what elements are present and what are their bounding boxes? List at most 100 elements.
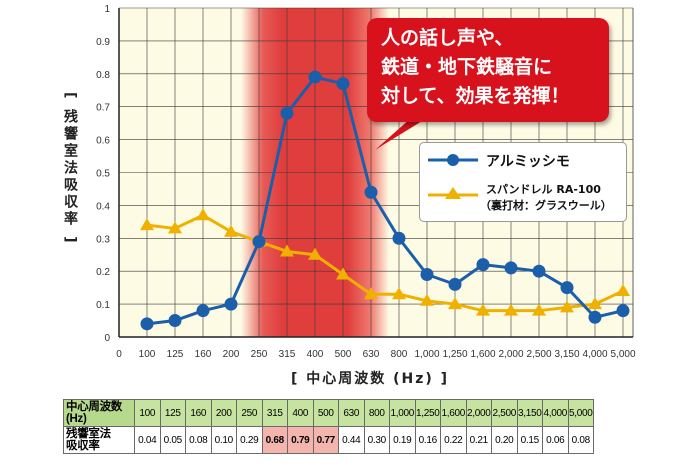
data-point-triangle	[588, 297, 602, 310]
data-point-triangle	[336, 267, 350, 280]
frequency-cell: 1,600	[440, 399, 467, 427]
data-point-circle	[308, 70, 322, 84]
data-point-circle	[224, 297, 238, 311]
data-point-triangle	[224, 224, 238, 237]
x-axis-label: [ 中心周波数 (Hz) ]	[290, 371, 450, 387]
x-tick-label: 2,000	[498, 349, 523, 360]
data-point-circle	[140, 317, 154, 331]
absorption-cell: 0.22	[440, 426, 467, 454]
legend-circle-marker	[447, 154, 459, 166]
data-point-circle	[168, 314, 182, 328]
data-point-triangle	[140, 218, 154, 231]
absorption-cell: 0.06	[542, 426, 569, 454]
frequency-cell: 2,500	[491, 399, 518, 427]
absorption-cell: 0.30	[363, 426, 390, 454]
absorption-cell: 0.68	[261, 426, 288, 454]
data-point-circle	[280, 106, 294, 120]
x-tick-label: 315	[279, 349, 296, 360]
x-tick-label: 800	[391, 349, 408, 360]
data-point-triangle	[196, 208, 210, 221]
absorption-cell: 0.79	[287, 426, 314, 454]
x-tick-label: 125	[167, 349, 184, 360]
data-point-circle	[336, 77, 350, 91]
x-tick-label: 1,000	[414, 349, 439, 360]
data-point-triangle	[616, 283, 630, 296]
y-tick-label: 1	[104, 4, 110, 15]
header-text: 残響室法	[66, 428, 111, 440]
y-tick-label: 0.1	[96, 300, 110, 311]
frequency-header: 中心周波数 (Hz)	[63, 399, 135, 427]
y-tick-label: 0.5	[96, 169, 110, 180]
absorption-cell: 0.05	[159, 426, 186, 454]
frequency-cell: 800	[363, 399, 390, 427]
data-point-circle	[532, 264, 546, 278]
series-line-2	[146, 213, 624, 313]
frequency-cell: 630	[338, 399, 365, 427]
frequency-cell: 4,000	[542, 399, 569, 427]
legend-label-series2: スパンドレル RA-100	[486, 183, 601, 196]
legend: アルミッシモ スパンドレル RA-100 （裏打材：グラスウール）	[419, 142, 627, 222]
data-point-circle	[392, 231, 406, 245]
frequency-cell: 160	[185, 399, 212, 427]
legend-markers	[428, 154, 478, 199]
frequency-cell: 200	[210, 399, 237, 427]
absorption-cell: 0.08	[567, 426, 594, 454]
data-point-circle	[504, 261, 518, 275]
data-point-triangle	[476, 303, 490, 316]
x-tick-label: 5,000	[610, 349, 635, 360]
x-tick-label: 160	[195, 349, 212, 360]
callout-line: 鉄道・地下鉄騒音に	[381, 56, 553, 78]
data-point-triangle	[308, 247, 322, 260]
absorption-cell: 0.44	[338, 426, 365, 454]
absorption-cell: 0.16	[414, 426, 441, 454]
header-text: (Hz)	[66, 413, 87, 425]
data-point-circle	[196, 304, 210, 318]
frequency-cell: 315	[261, 399, 288, 427]
data-point-triangle	[280, 244, 294, 257]
frequency-cell: 1,250	[414, 399, 441, 427]
absorption-cell: 0.08	[185, 426, 212, 454]
legend-label-series1: アルミッシモ	[486, 154, 570, 170]
y-tick-label: 0.3	[96, 234, 110, 245]
x-tick-label: 400	[307, 349, 324, 360]
header-text: 中心周波数	[66, 401, 122, 413]
absorption-cell: 0.19	[389, 426, 416, 454]
data-point-circle	[560, 281, 574, 295]
absorption-cell: 0.21	[465, 426, 492, 454]
frequency-cell: 400	[287, 399, 314, 427]
data-table: 中心周波数 (Hz) 100 125 160 200 250 315 400 500 630 800…	[63, 399, 594, 454]
x-tick-label: 250	[251, 349, 268, 360]
callout-line: 対して、効果を発揮！	[381, 85, 570, 107]
data-point-circle	[364, 185, 378, 199]
header-text: 吸収率	[66, 440, 100, 452]
x-tick-label: 2,500	[526, 349, 551, 360]
frequency-cell: 5,000	[567, 399, 594, 427]
data-point-circle	[252, 235, 266, 249]
frequency-cell: 3,150	[516, 399, 543, 427]
absorption-cell: 0.10	[210, 426, 237, 454]
y-tick-label: 0.8	[96, 70, 110, 81]
data-point-circle	[420, 267, 434, 281]
data-point-circle	[448, 277, 462, 291]
callout-line: 人の話し声や、	[381, 27, 514, 49]
data-point-triangle	[420, 293, 434, 306]
data-point-circle	[616, 304, 630, 318]
data-point-triangle	[392, 287, 406, 300]
callout-bubble: 人の話し声や、 鉄道・地下鉄騒音に 対して、効果を発揮！	[367, 18, 609, 122]
data-point-triangle	[448, 297, 462, 310]
data-point-triangle	[364, 287, 378, 300]
frequency-cell: 125	[159, 399, 186, 427]
x-tick-label: 0	[116, 349, 122, 360]
x-tick-label: 500	[335, 349, 352, 360]
x-tick-label: 100	[139, 349, 156, 360]
x-tick-label: 4,000	[582, 349, 607, 360]
absorption-cell: 0.04	[134, 426, 161, 454]
data-point-triangle	[560, 300, 574, 313]
data-point-triangle	[168, 221, 182, 234]
y-tick-label: 0	[104, 333, 110, 344]
absorption-cell: 0.77	[312, 426, 339, 454]
frequency-cell: 250	[236, 399, 263, 427]
frequency-cell: 2,000	[465, 399, 492, 427]
data-point-circle	[476, 258, 490, 272]
